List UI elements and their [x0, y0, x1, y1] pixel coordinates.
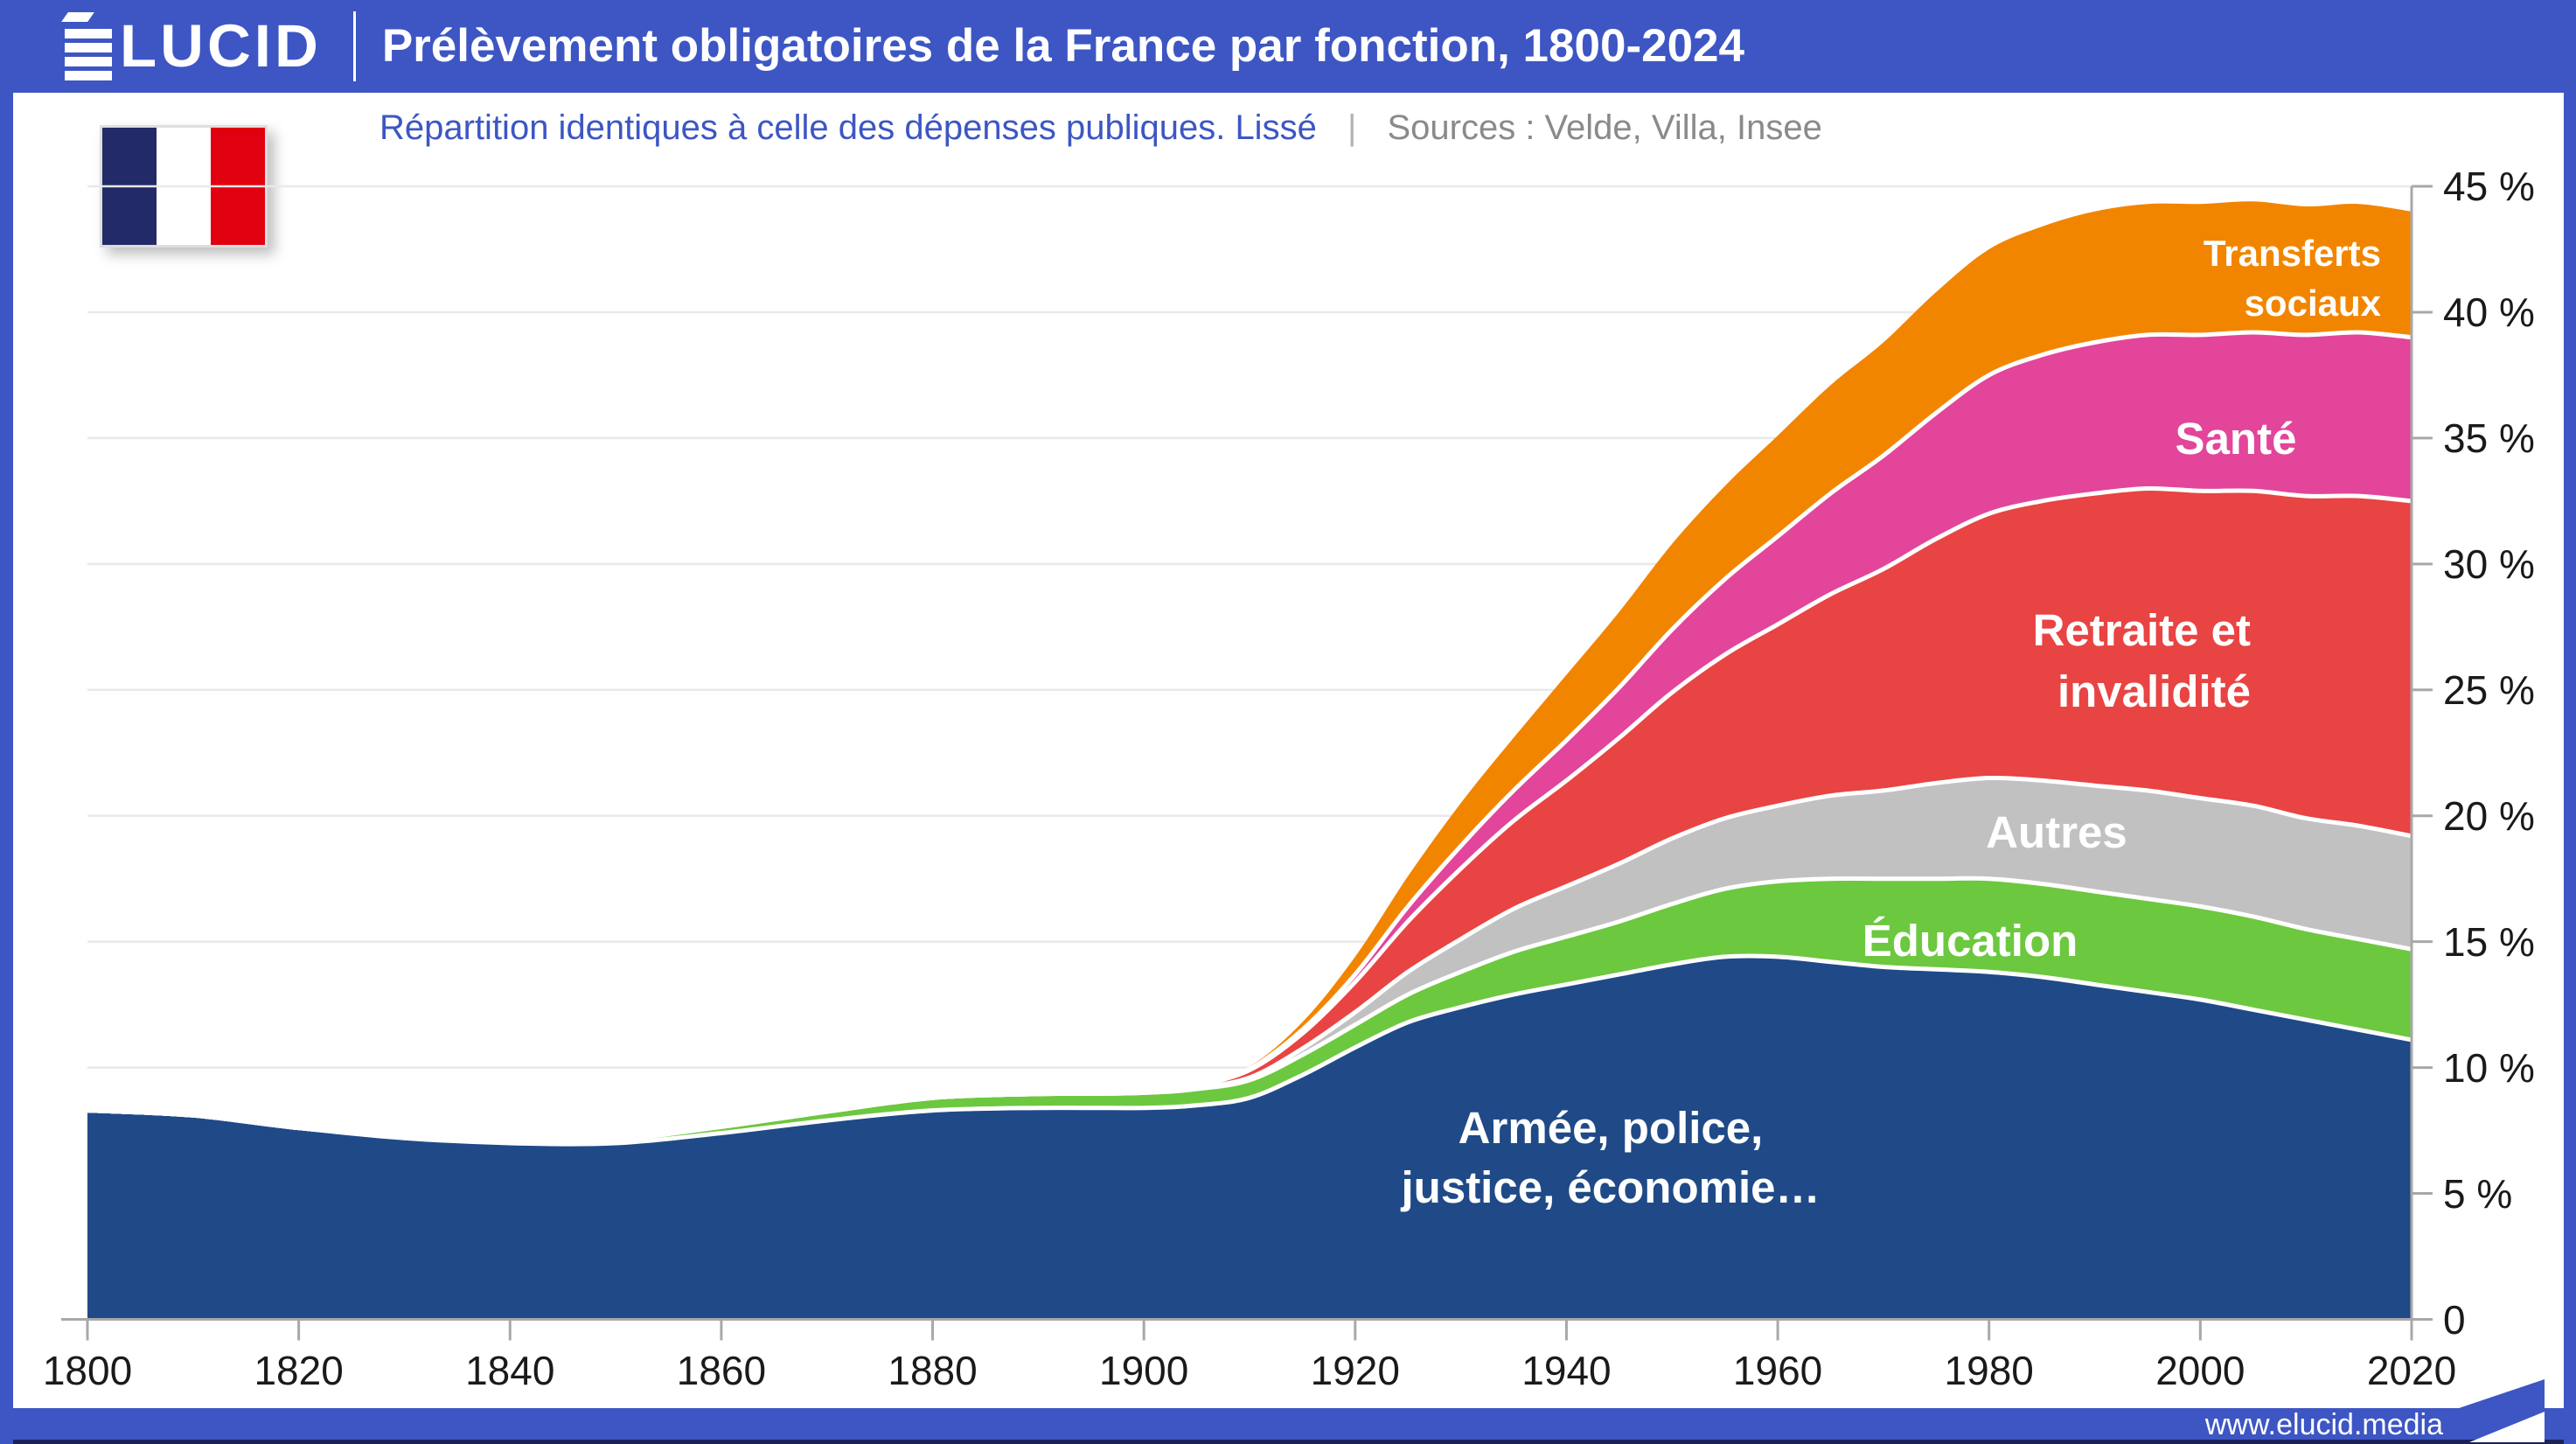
band-label-transferts-sociaux: Transferts sociaux [2203, 233, 2381, 324]
y-tick-label: 10 % [2443, 1044, 2535, 1091]
x-tick-label: 1900 [1099, 1348, 1189, 1393]
band-label-retraite-invalidite: Retraite et invalidité [2032, 605, 2251, 716]
x-tick-label: 1800 [42, 1348, 133, 1393]
y-tick-label: 15 % [2443, 918, 2535, 965]
footer-bar: www.elucid.media [0, 1408, 2576, 1441]
footer-bottom-edge [0, 1440, 2576, 1444]
y-tick-label: 45 % [2443, 164, 2535, 209]
y-tick-label: 25 % [2443, 666, 2535, 713]
page-title: Prélèvement obligatoires de la France pa… [381, 20, 1745, 72]
band-label-education: Éducation [1862, 916, 2078, 966]
subtitle: Répartition identiques à celle des dépen… [379, 105, 1822, 150]
x-tick-label: 1860 [676, 1348, 767, 1393]
y-tick-label: 5 % [2443, 1170, 2513, 1217]
subtitle-note: Répartition identiques à celle des dépen… [379, 108, 1317, 147]
x-tick-label: 1960 [1732, 1348, 1823, 1393]
right-border [2564, 0, 2576, 1444]
band-label-sante: Santé [2175, 414, 2297, 464]
y-tick-label: 35 % [2443, 415, 2535, 461]
y-tick-label: 40 % [2443, 289, 2535, 335]
x-tick-label: 1840 [465, 1348, 555, 1393]
elucid-logo-mark-icon [2459, 1379, 2545, 1442]
x-tick-label: 2000 [2155, 1348, 2245, 1393]
footer-url[interactable]: www.elucid.media [2204, 1408, 2443, 1441]
band-label-armee: Armée, police, justice, économie… [1401, 1103, 1821, 1212]
x-tick-label: 1980 [1944, 1348, 2034, 1393]
brand-logo: LUCID [61, 0, 322, 93]
y-tick-label: 30 % [2443, 541, 2535, 587]
brand-text: LUCID [120, 12, 322, 80]
brand-e-icon [61, 12, 112, 80]
subtitle-separator: | [1347, 108, 1357, 147]
x-tick-label: 1940 [1521, 1348, 1612, 1393]
x-tick-label: 1820 [254, 1348, 344, 1393]
header-divider [352, 11, 356, 81]
y-tick-label: 0 [2443, 1296, 2466, 1343]
subtitle-sources: Sources : Velde, Villa, Insee [1387, 108, 1822, 147]
y-tick-label: 20 % [2443, 792, 2535, 839]
x-tick-label: 1880 [888, 1348, 978, 1393]
x-tick-label: 1920 [1310, 1348, 1400, 1393]
header-bar: LUCID Prélèvement obligatoires de la Fra… [0, 0, 2576, 93]
x-tick-label: 2020 [2366, 1348, 2457, 1393]
left-border [0, 0, 13, 1444]
band-label-autres: Autres [1986, 807, 2127, 857]
